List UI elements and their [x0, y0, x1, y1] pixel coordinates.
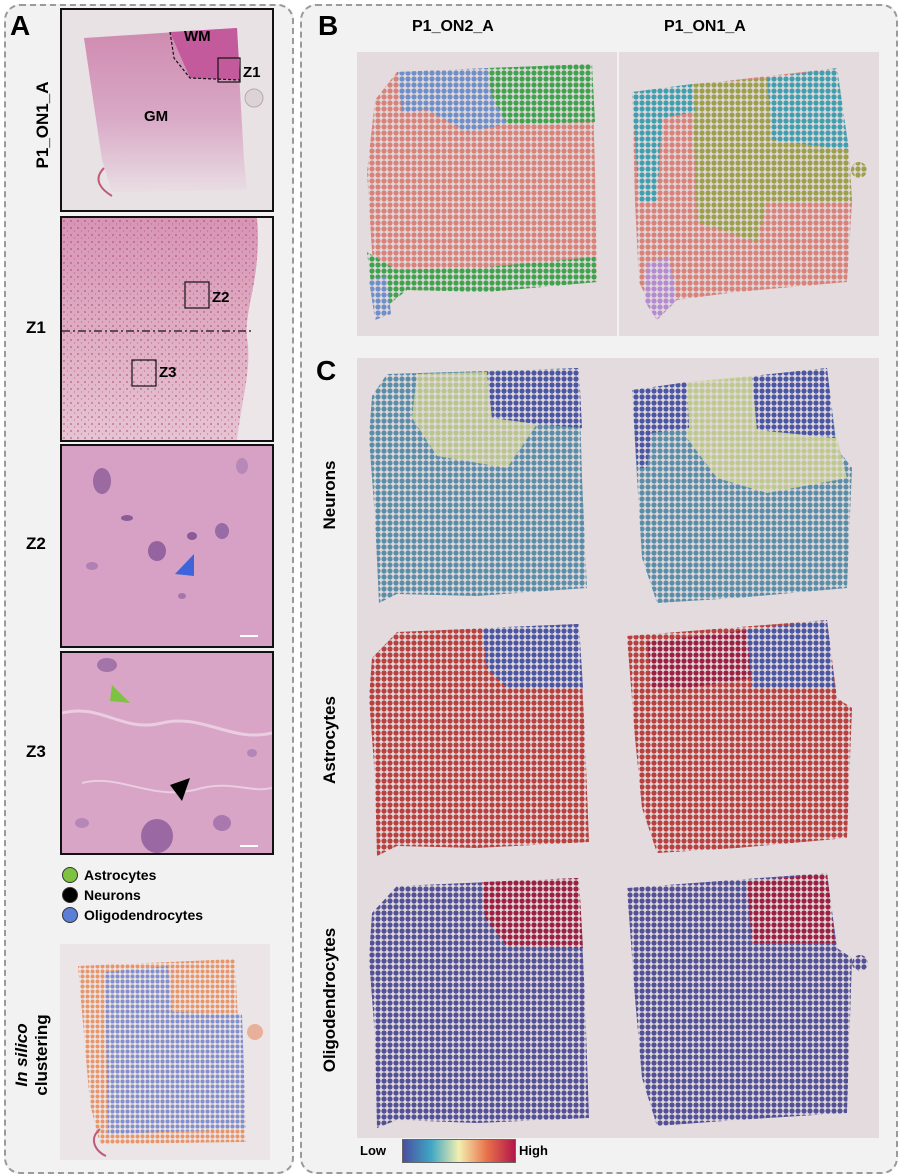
row-label-neurons: Neurons — [320, 460, 339, 530]
sample-name-1: P1_ON2_A — [412, 18, 494, 35]
colorbar-low-label: Low — [360, 1143, 386, 1158]
z1-box-label: Z1 — [243, 64, 261, 81]
panel-c-letter: C — [316, 355, 337, 386]
wm-label: WM — [184, 28, 211, 45]
z3-box-label: Z3 — [159, 364, 177, 381]
clustering-label-text: clustering — [32, 1014, 51, 1096]
z2-row-label: Z2 — [26, 534, 46, 553]
z2-image — [60, 444, 274, 648]
clustering-label: In silico clustering — [12, 985, 52, 1125]
panel-c-images — [357, 358, 879, 1138]
clustering-image — [60, 944, 270, 1160]
tissue-overview: WM GM Z1 — [60, 8, 274, 212]
panel-b-images — [357, 52, 879, 336]
oligodendrocytes-dot — [62, 907, 78, 923]
legend-oligodendrocytes: Oligodendrocytes — [62, 907, 203, 923]
colorbar — [402, 1139, 516, 1163]
legend-neurons-label: Neurons — [84, 887, 141, 903]
row-label-astrocytes: Astrocytes — [320, 696, 339, 784]
gm-label: GM — [144, 108, 169, 125]
clustering-label-italic: In silico — [12, 1023, 31, 1087]
legend-astrocytes-label: Astrocytes — [84, 867, 157, 883]
panel-a-letter: A — [10, 10, 31, 41]
legend-astrocytes: Astrocytes — [62, 867, 156, 883]
row-label-oligodendrocytes: Oligodendrocytes — [320, 927, 339, 1073]
legend-neurons: Neurons — [62, 887, 141, 903]
z3-row-label: Z3 — [26, 742, 46, 761]
z2-box-label: Z2 — [212, 289, 230, 306]
z1-row-label: Z1 — [26, 318, 46, 337]
legend-oligodendrocytes-label: Oligodendrocytes — [84, 907, 204, 923]
z3-image — [60, 651, 274, 855]
neurons-dot — [62, 887, 78, 903]
z1-image: Z2 Z3 — [60, 216, 274, 442]
sample-label: P1_ON1_A — [33, 81, 52, 169]
astrocytes-dot — [62, 867, 78, 883]
colorbar-high-label: High — [519, 1143, 548, 1158]
sample-name-2: P1_ON1_A — [664, 18, 746, 35]
panel-b-letter: B — [318, 10, 339, 41]
